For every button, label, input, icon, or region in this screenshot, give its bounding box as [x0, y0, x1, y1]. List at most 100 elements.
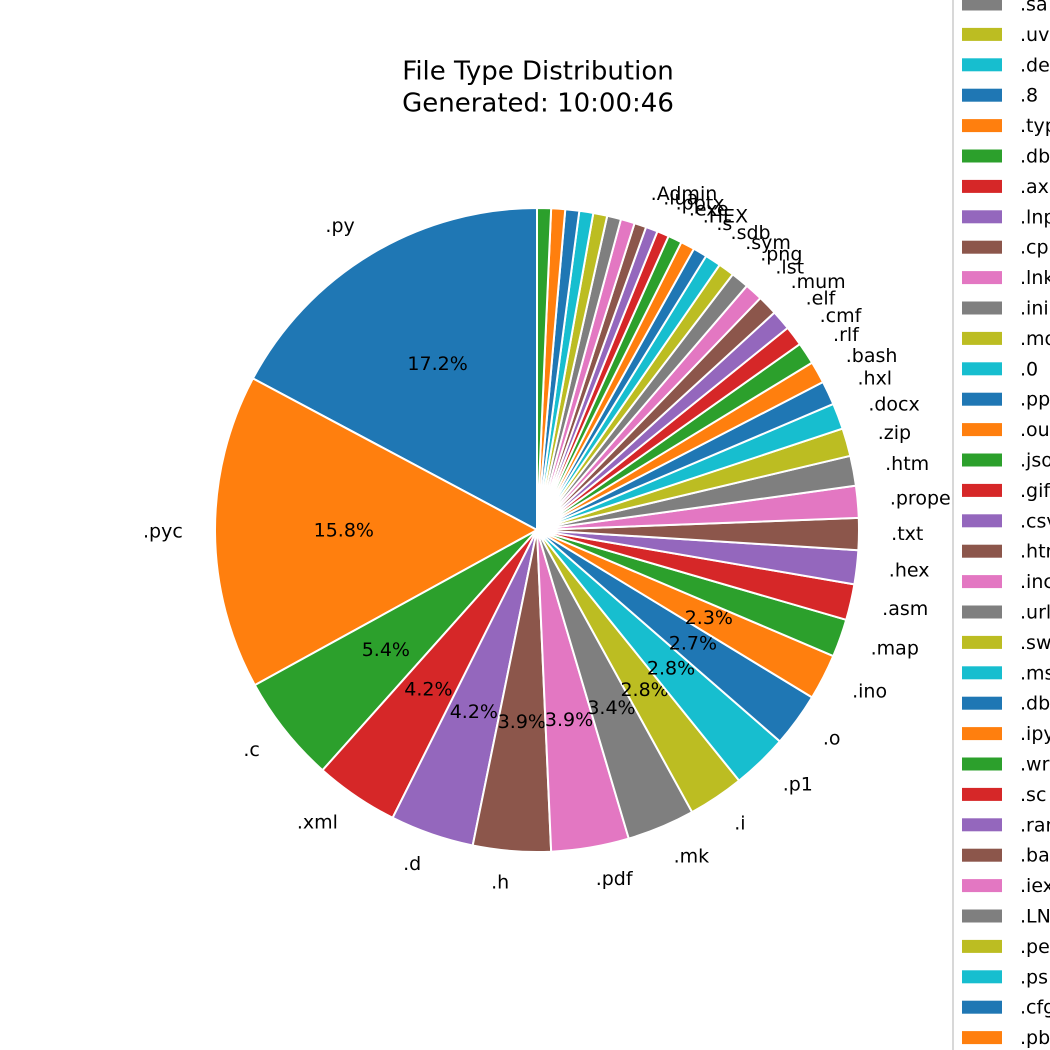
legend-swatch	[962, 423, 1002, 437]
chart-subtitle: Generated: 10:00:46	[402, 89, 674, 119]
slice-label: .sdb	[731, 222, 771, 244]
legend-label: .cfg	[1020, 997, 1050, 1019]
legend-label: .ax	[1020, 176, 1049, 198]
slice-label: .ino	[852, 680, 887, 702]
slice-label: .py	[325, 215, 354, 237]
slice-label: .zip	[878, 422, 911, 444]
slice-percent: 5.4%	[362, 639, 410, 661]
legend-swatch	[962, 605, 1002, 619]
legend-swatch	[962, 88, 1002, 102]
pie-slice	[214, 377, 538, 687]
slice-label: .hxl	[857, 368, 892, 390]
legend-label: .mo	[1020, 328, 1050, 350]
slice-percent: 3.9%	[545, 709, 593, 731]
legend-label: .inc	[1020, 571, 1050, 593]
legend-swatch	[962, 483, 1002, 497]
pie-slice	[251, 207, 538, 531]
legend-label: .pb	[1020, 1027, 1050, 1049]
slice-percent: 3.9%	[498, 711, 546, 733]
legend-label: .pp	[1020, 389, 1050, 411]
slice-percent: 15.8%	[314, 520, 374, 542]
slice-label: .asm	[882, 598, 928, 620]
slice-percent: 2.7%	[669, 633, 717, 655]
slice-percent: 2.3%	[685, 607, 733, 629]
legend-label: .ipy	[1020, 723, 1050, 745]
legend-swatch	[962, 1000, 1002, 1014]
legend-label: .db	[1020, 146, 1050, 168]
slice-label: .elf	[806, 288, 837, 310]
legend-label: .lnp	[1020, 206, 1050, 228]
legend-label: .8	[1020, 85, 1038, 107]
legend-label: .ms	[1020, 662, 1050, 684]
legend-swatch	[962, 453, 1002, 467]
slice-label: .pdf	[596, 868, 634, 890]
legend-label: .uv	[1020, 24, 1049, 46]
legend-swatch	[962, 787, 1002, 801]
legend-swatch	[962, 240, 1002, 254]
slice-label: .lst	[775, 257, 804, 279]
legend-swatch	[962, 58, 1002, 72]
legend-swatch	[962, 179, 1002, 193]
legend-swatch	[962, 939, 1002, 953]
legend-label: .LN	[1020, 906, 1050, 928]
slice-label: .txt	[891, 523, 923, 545]
legend-label: .sc	[1020, 784, 1046, 806]
legend-label: .ou	[1020, 419, 1050, 441]
slice-label: .sym	[745, 232, 791, 254]
legend-label: .iex	[1020, 875, 1050, 897]
legend-label: .pe	[1020, 936, 1050, 958]
slice-label: .exe	[689, 198, 729, 220]
slice-label: .o	[823, 728, 841, 750]
legend-swatch	[962, 818, 1002, 832]
slice-label: .docx	[868, 393, 919, 415]
legend-swatch	[962, 392, 1002, 406]
legend-label: .typ	[1020, 115, 1050, 137]
slice-label: .pptx	[676, 193, 725, 215]
slice-label: .mum	[791, 271, 846, 293]
legend-swatch	[962, 970, 1002, 984]
legend-label: .url	[1020, 602, 1050, 624]
slice-label: .h	[491, 872, 509, 894]
slice-label: .htm	[885, 453, 929, 475]
legend-swatch	[962, 119, 1002, 133]
legend-label: .db	[1020, 693, 1050, 715]
legend-swatch	[962, 544, 1002, 558]
legend-swatch	[962, 149, 1002, 163]
legend-label: .csv	[1020, 510, 1050, 532]
legend-swatch	[962, 879, 1002, 893]
legend-swatch	[962, 301, 1002, 315]
pie-slice	[536, 206, 553, 531]
legend-swatch	[962, 666, 1002, 680]
slice-label: .p1	[783, 774, 813, 796]
legend-label: .htm	[1020, 541, 1050, 563]
legend-label: .ps	[1020, 966, 1048, 988]
slice-label: .d	[403, 853, 421, 875]
legend-swatch	[962, 27, 1002, 41]
legend-swatch	[962, 331, 1002, 345]
slice-label: .Admin	[651, 183, 718, 205]
slice-percent: 3.4%	[587, 697, 635, 719]
slice-label: .pyc	[143, 521, 183, 543]
pie: .py 17.2% .pyc 15.8% .c 5.4% .xml 4.2% .d 4.2% .h 3…	[143, 183, 993, 894]
legend-label: .lnk	[1020, 267, 1050, 289]
legend-label: .0	[1020, 358, 1038, 380]
legend: .sa .uv .de .8 .typ .db .ax .lnp .cp .lnk .ini .mo.…	[952, 0, 1050, 1050]
slice-label: .cmf	[820, 305, 863, 327]
legend-swatch	[962, 848, 1002, 862]
legend-label: .sw	[1020, 632, 1050, 654]
slice-label: .mk	[674, 845, 710, 867]
slice-label: .map	[871, 637, 919, 659]
slice-label: .c	[243, 739, 260, 761]
slice-label: .xml	[297, 811, 338, 833]
legend-label: .cp	[1020, 237, 1049, 259]
legend-label: .ran	[1020, 814, 1050, 836]
legend-label: .wr	[1020, 754, 1050, 776]
legend-swatch	[962, 635, 1002, 649]
legend-swatch	[962, 362, 1002, 376]
legend-swatch	[962, 727, 1002, 741]
legend-swatch	[962, 271, 1002, 285]
legend-swatch	[962, 0, 1002, 11]
legend-label: .gif	[1020, 480, 1050, 502]
slice-label: .s	[716, 213, 732, 235]
